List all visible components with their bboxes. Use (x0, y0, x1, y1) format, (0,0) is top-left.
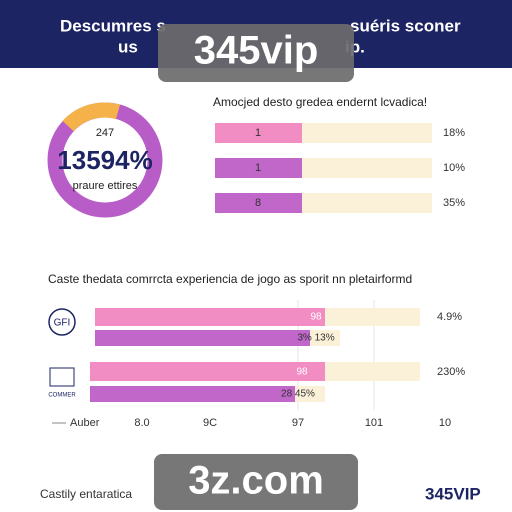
bar (215, 123, 302, 143)
bar-label: 1 (255, 162, 261, 174)
bar (90, 386, 295, 402)
section-title: Caste thedata comrrcta experiencia de jo… (48, 272, 412, 286)
bar (95, 308, 325, 326)
logo-text: COMMER (48, 393, 76, 399)
logo (48, 308, 76, 336)
donut-value: 13594% (57, 145, 152, 175)
legend-label: Auber (70, 417, 100, 429)
footer-brand: 345VIP (425, 484, 481, 503)
watermark (154, 454, 358, 510)
watermark-text: 345vip (194, 29, 319, 73)
bar-label: 1 (255, 127, 261, 139)
watermark-text: 3z.com (188, 459, 324, 503)
bar-label: 3% 13% (297, 333, 334, 344)
bar (90, 362, 325, 381)
bar (215, 158, 302, 178)
axis-label: 10 (439, 417, 451, 429)
axis-label: 9C (203, 417, 217, 429)
footer-text: Castily entaratica (40, 487, 132, 501)
axis-label: 97 (292, 417, 304, 429)
bar-label: 98 (296, 367, 308, 378)
donut-caption: praure ettires (73, 180, 138, 192)
bar-label: 98 (310, 312, 322, 323)
percent: 4.9% (437, 311, 462, 323)
bar-label: 8 (255, 197, 261, 209)
percent: 35% (443, 197, 465, 209)
bar (215, 193, 302, 213)
logo-text: GFI (54, 318, 71, 329)
percent: 10% (443, 162, 465, 174)
header-line: suéris sconer (350, 16, 461, 35)
header-line: us (118, 37, 138, 56)
donut-segment (62, 102, 120, 132)
percent: 18% (443, 127, 465, 139)
donut-top: 247 (96, 127, 114, 139)
bar-label: 28 45% (281, 389, 315, 400)
axis-label: 101 (365, 417, 383, 429)
percent: 230% (437, 366, 465, 378)
logo (49, 367, 75, 387)
header-line: Descumres s (60, 16, 166, 35)
bar (95, 330, 310, 346)
panel-title: Amocjed desto gredea endernt lcvadica! (213, 95, 427, 109)
watermark (158, 24, 354, 82)
top-bars (215, 123, 432, 213)
axis-label: 8.0 (134, 417, 149, 429)
